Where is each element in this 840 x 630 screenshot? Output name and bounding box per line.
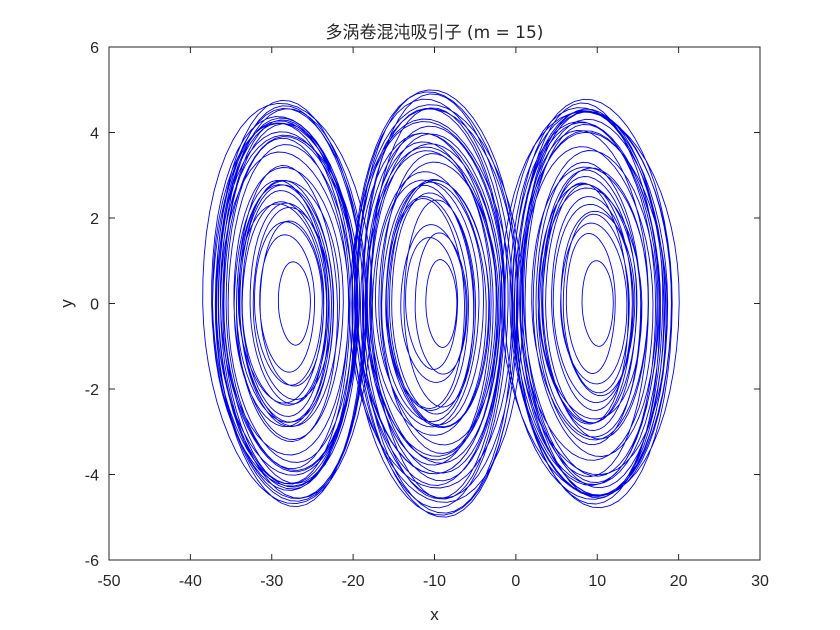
scroll-3-trajectory <box>500 98 680 509</box>
attractor-trajectory <box>202 89 680 518</box>
x-tick-label: 10 <box>588 573 606 590</box>
plot-area <box>108 46 761 561</box>
x-tick-label: -50 <box>97 573 120 590</box>
y-axis: -6 -4 -2 0 2 4 6 <box>85 40 760 570</box>
x-tick-label: -20 <box>342 573 365 590</box>
chart-title: 多涡卷混沌吸引子 (m = 15) <box>326 23 544 43</box>
y-axis-label: y <box>57 299 76 308</box>
x-tick-label: 20 <box>670 573 688 590</box>
x-tick-label: 0 <box>511 573 520 590</box>
x-axis-label: x <box>430 605 439 624</box>
x-axis: -50 -40 -30 -20 -10 0 10 20 30 <box>97 47 769 590</box>
x-tick-label: -30 <box>260 573 283 590</box>
scroll-1-trajectory <box>202 99 373 508</box>
scroll-2-trajectory <box>349 89 524 518</box>
x-tick-label: -40 <box>179 573 202 590</box>
y-tick-label: 4 <box>90 126 99 143</box>
y-tick-label: -4 <box>85 468 99 485</box>
y-tick-label: 0 <box>90 297 99 314</box>
y-tick-label: 2 <box>90 211 99 228</box>
x-tick-label: 30 <box>751 573 769 590</box>
y-tick-label: -6 <box>85 553 99 570</box>
y-tick-label: 6 <box>90 40 99 57</box>
y-tick-label: -2 <box>85 382 99 399</box>
x-tick-label: -10 <box>423 573 446 590</box>
